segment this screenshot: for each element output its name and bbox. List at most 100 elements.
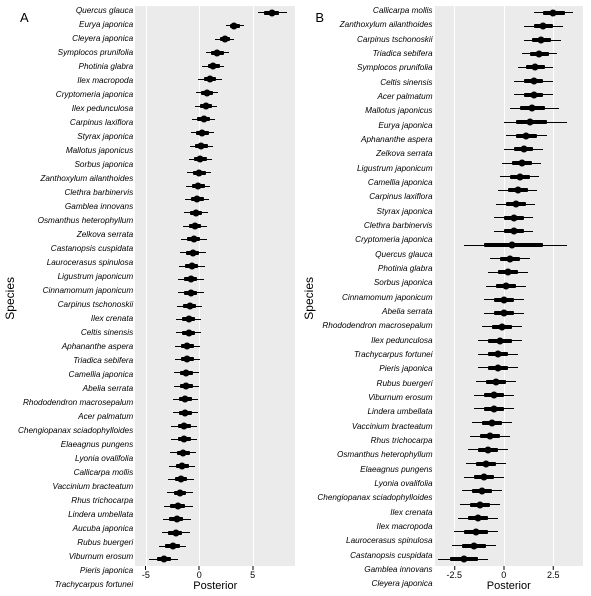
- point-estimate: [510, 228, 517, 235]
- point-estimate: [514, 187, 521, 194]
- point-estimate: [530, 91, 537, 98]
- point-estimate: [477, 501, 484, 508]
- xaxis-a: Posterior -505: [135, 566, 295, 592]
- species-label: Acer palmatum: [317, 93, 432, 101]
- point-estimate: [210, 63, 217, 70]
- species-label: Rubus buergeri: [317, 380, 432, 388]
- point-estimate: [550, 9, 557, 16]
- species-label: Aucuba japonica: [18, 525, 133, 533]
- point-estimate: [510, 214, 517, 221]
- panel-b: B Species Callicarpa mollisZanthoxylum a…: [301, 4, 589, 592]
- point-estimate: [528, 105, 535, 112]
- species-label: Eurya japonica: [317, 122, 432, 130]
- species-label: Rhus trichocarpa: [18, 497, 133, 505]
- species-label: Zanthoxylum ailanthoides: [317, 21, 432, 29]
- point-estimate: [182, 396, 189, 403]
- species-label: Rubus buergeri: [18, 539, 133, 547]
- species-label: Ligustrum japonicum: [18, 273, 133, 281]
- point-estimate: [498, 323, 505, 330]
- point-estimate: [492, 378, 499, 385]
- point-estimate: [496, 337, 503, 344]
- point-estimate: [189, 249, 196, 256]
- species-label: Ilex macropoda: [317, 523, 432, 531]
- species-label: Photinia glabra: [317, 265, 432, 273]
- point-estimate: [198, 143, 205, 150]
- point-estimate: [202, 103, 209, 110]
- species-label: Carpinus tschonoskii: [18, 301, 133, 309]
- species-label: Osmanthus heterophyllum: [18, 217, 133, 225]
- point-estimate: [475, 515, 482, 522]
- ylabel-a: Species: [2, 277, 18, 320]
- species-label: Trachycarpus fortunei: [18, 581, 133, 589]
- species-label: Cryptomeria japonica: [317, 236, 432, 244]
- point-estimate: [506, 255, 513, 262]
- species-label: Abelia serrata: [18, 385, 133, 393]
- species-label: Pieris japonica: [317, 365, 432, 373]
- point-estimate: [518, 160, 525, 167]
- point-estimate: [536, 50, 543, 57]
- xtick: 0: [197, 566, 202, 580]
- point-estimate: [187, 276, 194, 283]
- species-label: Camellia japonica: [18, 371, 133, 379]
- species-label: Acer palmatum: [18, 413, 133, 421]
- point-estimate: [194, 196, 201, 203]
- point-estimate: [173, 516, 180, 523]
- species-label: Camellia japonica: [317, 179, 432, 187]
- species-label: Carpinus laxiflora: [317, 193, 432, 201]
- point-estimate: [500, 296, 507, 303]
- xlabel-a: Posterior: [135, 580, 295, 592]
- point-estimate: [473, 528, 480, 535]
- point-estimate: [461, 556, 468, 563]
- point-estimate: [206, 76, 213, 83]
- point-estimate: [530, 78, 537, 85]
- point-estimate: [538, 37, 545, 44]
- species-label: Celtis sinensis: [317, 79, 432, 87]
- species-label: Clethra barbinervis: [18, 189, 133, 197]
- point-estimate: [184, 343, 191, 350]
- point-estimate: [190, 236, 197, 243]
- species-label: Ilex crenata: [18, 315, 133, 323]
- point-estimate: [484, 446, 491, 453]
- point-estimate: [185, 329, 192, 336]
- species-label: Elaeagnus pungens: [18, 441, 133, 449]
- point-estimate: [177, 489, 184, 496]
- xtick: -5: [142, 566, 150, 580]
- chart-area-a: [135, 6, 295, 566]
- point-estimate: [188, 263, 195, 270]
- species-label: Cleyera japonica: [317, 580, 432, 588]
- species-label: Aphananthe aspera: [18, 343, 133, 351]
- species-label: Lindera umbellata: [317, 408, 432, 416]
- point-estimate: [200, 116, 207, 123]
- xtick: 2.5: [547, 566, 560, 580]
- species-label: Viburnum erosum: [317, 394, 432, 402]
- ylabel-b: Species: [301, 277, 317, 320]
- point-estimate: [540, 23, 547, 30]
- species-label: Mallotus japonicus: [18, 147, 133, 155]
- species-label: Castanopsis cuspidata: [18, 245, 133, 253]
- species-label: Cleyera japonica: [18, 35, 133, 43]
- species-label: Viburnum erosum: [18, 553, 133, 561]
- plot-b-wrap: B Species Callicarpa mollisZanthoxylum a…: [301, 4, 589, 592]
- panel-b-label: B: [315, 10, 324, 25]
- point-estimate: [172, 529, 179, 536]
- species-label: Eurya japonica: [18, 21, 133, 29]
- gridline: [199, 6, 200, 566]
- point-estimate: [490, 392, 497, 399]
- species-label: Photinia glabra: [18, 63, 133, 71]
- species-label: Laurocerasus spinulosa: [317, 537, 432, 545]
- point-estimate: [181, 423, 188, 430]
- point-estimate: [526, 119, 533, 126]
- point-estimate: [522, 132, 529, 139]
- species-label: Zelkova serrata: [317, 150, 432, 158]
- species-label: Gamblea innovans: [18, 203, 133, 211]
- species-label: Triadica sebifera: [18, 357, 133, 365]
- chart-area-b: [435, 6, 583, 566]
- species-label: Zanthoxylum ailanthoides: [18, 175, 133, 183]
- species-label: Rhododendron macrosepalum: [18, 399, 133, 407]
- species-label: Chengiopanax sciadophylloides: [317, 494, 432, 502]
- species-label: Sorbus japonica: [317, 279, 432, 287]
- point-estimate: [185, 316, 192, 323]
- point-estimate: [486, 433, 493, 440]
- point-estimate: [196, 169, 203, 176]
- point-estimate: [197, 156, 204, 163]
